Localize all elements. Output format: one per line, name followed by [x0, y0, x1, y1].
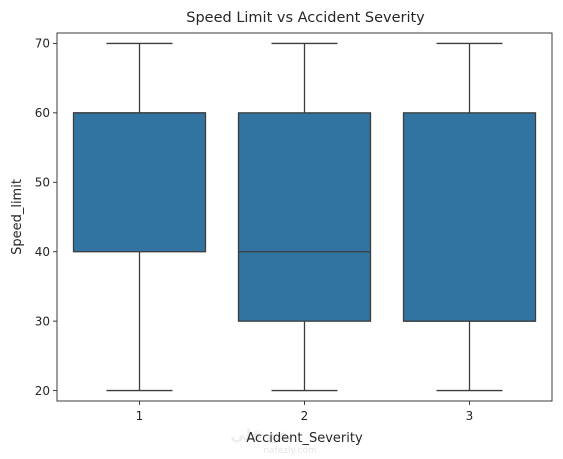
y-axis-label: Speed_limit: [10, 179, 25, 255]
x-tick-label-3: 3: [466, 409, 474, 423]
box-3: [402, 112, 537, 322]
watermark: نفع قلي nafezly.com: [230, 426, 316, 456]
y-tick-label-30: 30: [35, 314, 50, 328]
y-tick-label-70: 70: [35, 37, 50, 51]
box-2: [237, 112, 372, 322]
x-axis-label: Accident_Severity: [246, 431, 363, 446]
y-tick-label-40: 40: [35, 245, 50, 259]
x-tick-label-1: 1: [136, 409, 144, 423]
box-1: [72, 112, 207, 253]
watermark-url: nafezly.com: [263, 446, 316, 455]
y-tick-label-60: 60: [35, 106, 50, 120]
y-tick-label-20: 20: [35, 384, 50, 398]
chart-title: Speed Limit vs Accident Severity: [186, 10, 425, 26]
y-tick-label-50: 50: [35, 176, 50, 190]
plot-area: 20 30 40 50 60 70 1 2 3: [35, 32, 553, 423]
x-tick-label-2: 2: [301, 409, 309, 423]
watermark-logo-text: نفع قلي: [230, 426, 293, 444]
